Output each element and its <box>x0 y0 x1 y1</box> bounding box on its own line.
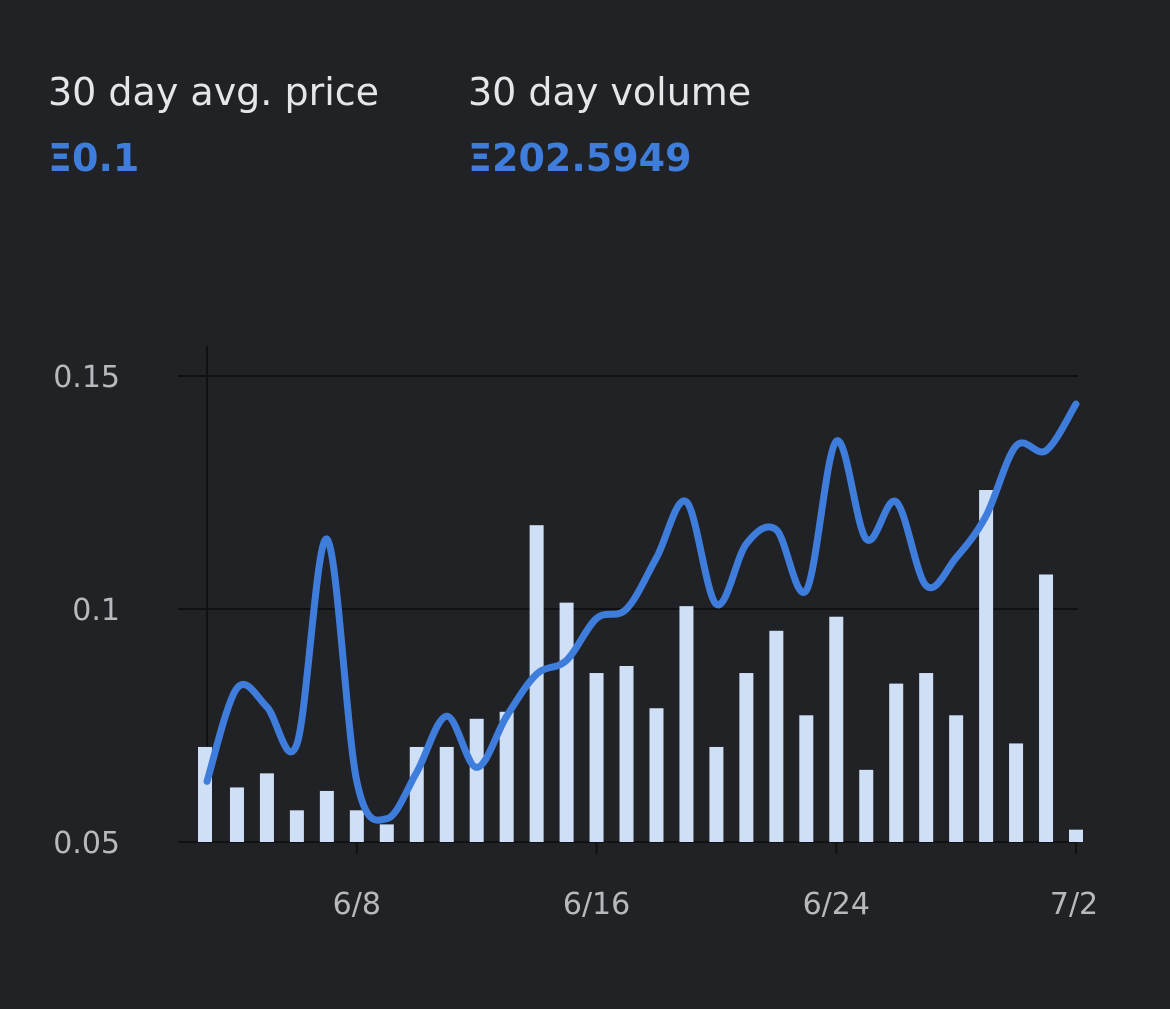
avg-price-stat: 30 day avg. price Ξ0.1 <box>48 68 379 182</box>
x-tick-label: 6/24 <box>803 887 870 922</box>
y-tick-label: 0.1 <box>72 593 120 628</box>
volume-bar <box>499 711 514 842</box>
volume-bar <box>259 773 274 842</box>
volume-bar <box>859 769 874 842</box>
x-tick-label: 7/2 <box>1050 887 1098 922</box>
volume-bar <box>949 715 964 842</box>
volume-bar <box>919 673 934 842</box>
volume-bar <box>799 715 814 842</box>
price-line-layer <box>203 400 1080 824</box>
y-tick-label: 0.15 <box>53 360 120 395</box>
volume-bar <box>1009 743 1024 842</box>
x-tick-label: 6/8 <box>333 887 381 922</box>
volume-bar <box>679 606 694 842</box>
volume-bar <box>979 490 994 842</box>
y-axis-ticks: 0.05 0.1 0.15 <box>53 360 120 861</box>
x-axis-ticks: 6/8 6/16 6/24 7/2 <box>333 842 1098 922</box>
avg-price-line <box>203 400 1080 824</box>
y-tick-label: 0.05 <box>53 826 120 861</box>
avg-price-value: Ξ0.1 <box>48 136 140 180</box>
volume-bar <box>709 746 724 842</box>
volume-bar <box>529 525 544 842</box>
volume-label: 30 day volume <box>468 70 752 114</box>
volume-bar <box>619 666 634 842</box>
volume-bar <box>349 810 364 842</box>
x-tick-label: 6/16 <box>563 887 630 922</box>
volume-bar <box>589 673 604 842</box>
volume-bar <box>469 718 484 842</box>
volume-bar <box>739 673 754 842</box>
volume-bar <box>229 787 244 842</box>
volume-bar <box>559 602 574 842</box>
volume-bars <box>198 490 1083 842</box>
volume-bar <box>319 790 334 842</box>
volume-bar <box>1069 829 1083 842</box>
volume-stat: 30 day volume Ξ202.5949 <box>468 68 751 182</box>
volume-bar <box>379 824 394 842</box>
volume-bar <box>829 616 844 842</box>
volume-value: Ξ202.5949 <box>468 136 692 180</box>
volume-bar <box>889 683 904 842</box>
volume-bar <box>1039 574 1054 842</box>
volume-bar <box>649 708 664 842</box>
volume-bar <box>769 630 784 842</box>
volume-bar <box>289 810 304 842</box>
avg-price-label: 30 day avg. price <box>48 70 380 114</box>
volume-bar <box>439 746 454 842</box>
